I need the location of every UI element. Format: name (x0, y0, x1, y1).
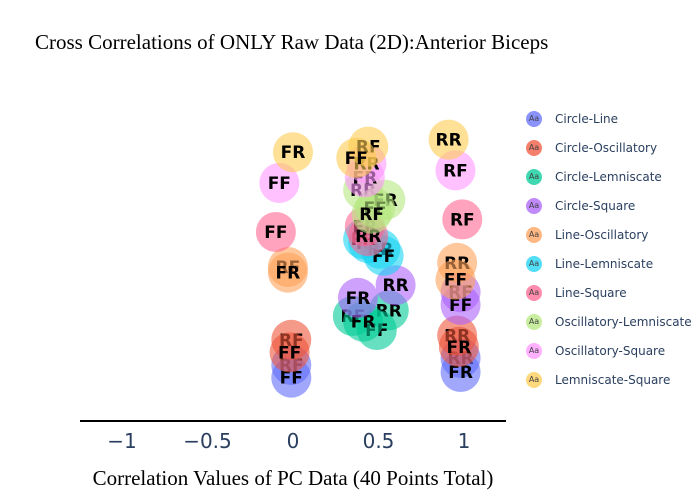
legend: Aa Circle-Line Aa Circle-Oscillatory Aa Circl… (526, 104, 692, 394)
legend-label: Circle-Oscillatory (555, 140, 658, 155)
x-tick-label: −1 (107, 429, 136, 453)
data-point-marker[interactable] (435, 150, 476, 191)
data-point-marker[interactable] (435, 259, 476, 300)
data-point-marker[interactable] (267, 252, 308, 293)
series-line-oscillatory: RFFRRRFF (267, 242, 478, 300)
legend-marker-icon: Aa (526, 313, 542, 330)
legend-marker-icon: Aa (526, 168, 542, 185)
data-point-marker[interactable] (259, 163, 300, 203)
legend-item[interactable]: Aa Line-Lemniscate (526, 249, 692, 278)
data-point-label: RF (443, 161, 468, 181)
legend-marker-icon: Aa (526, 255, 542, 272)
legend-item[interactable]: Aa Lemniscate-Square (526, 365, 692, 394)
legend-marker-icon: Aa (526, 139, 542, 156)
x-axis-title: Correlation Values of PC Data (40 Points… (93, 466, 494, 490)
legend-marker-icon: Aa (526, 284, 542, 301)
data-point-label: RF (359, 205, 384, 225)
data-point-label: FR (447, 338, 472, 358)
legend-marker-icon: Aa (526, 110, 542, 127)
x-tick-label: 0.5 (363, 429, 395, 453)
legend-marker-icon: Aa (526, 342, 542, 359)
data-point-label: FF (278, 343, 301, 363)
legend-item[interactable]: Aa Oscillatory-Lemniscate (526, 307, 692, 336)
data-points: RFFFRRFRRFFFRRFRRFRRFFFRRRFRRFFFRFFRRRFF… (255, 119, 483, 398)
legend-item[interactable]: Aa Circle-Lemniscate (526, 162, 692, 191)
data-point-marker[interactable] (269, 332, 310, 373)
legend-label: Line-Lemniscate (555, 256, 654, 271)
legend-item[interactable]: Aa Circle-Square (526, 191, 692, 220)
data-point-label: FF (444, 271, 467, 291)
data-point-marker[interactable] (428, 119, 469, 160)
data-point-label: FF (345, 149, 368, 169)
data-point-label: RF (450, 210, 475, 230)
legend-label: Oscillatory-Square (555, 343, 666, 358)
series-lemniscate-square: FR RF FF RR (273, 119, 469, 178)
data-point-label: FF (264, 223, 287, 243)
data-point-label: RR (383, 276, 409, 296)
series-circle-oscillatory: RFFFRRFR (269, 315, 479, 373)
data-point-marker[interactable] (255, 212, 296, 252)
legend-label: Line-Oscillatory (555, 227, 649, 242)
legend-label: Circle-Lemniscate (555, 169, 662, 184)
data-point-marker[interactable] (442, 199, 483, 240)
legend-label: Circle-Square (555, 198, 636, 213)
data-point-marker[interactable] (351, 193, 392, 234)
legend-marker-icon: Aa (526, 226, 542, 243)
data-point-label: FR (281, 143, 306, 163)
legend-item[interactable]: Aa Oscillatory-Square (526, 336, 692, 365)
data-point-label: FF (268, 174, 291, 194)
legend-marker-icon: Aa (526, 197, 542, 214)
x-tick-label: 0 (287, 429, 300, 453)
data-point-label: FF (449, 296, 472, 316)
data-point-label: RR (436, 131, 462, 151)
data-point-marker[interactable] (336, 137, 377, 178)
legend-label: Circle-Line (555, 111, 619, 126)
chart-title: Cross Correlations of ONLY Raw Data (2D)… (35, 30, 549, 54)
data-point-marker[interactable] (273, 132, 313, 173)
data-point-label: FR (346, 289, 371, 309)
legend-item[interactable]: Aa Circle-Oscillatory (526, 133, 692, 162)
data-point-label: FR (448, 363, 473, 383)
legend-item[interactable]: Aa Line-Oscillatory (526, 220, 692, 249)
legend-item[interactable]: Aa Line-Square (526, 278, 692, 307)
legend-label: Oscillatory-Lemniscate (555, 314, 692, 329)
data-point-label: FR (276, 264, 301, 284)
data-point-label: FF (280, 369, 303, 389)
legend-item[interactable]: Aa Circle-Line (526, 104, 692, 133)
x-axis-ticks: −1 −0.5 0 0.5 1 (107, 429, 470, 453)
data-point-marker[interactable] (337, 277, 378, 318)
x-tick-label: −0.5 (183, 429, 232, 453)
data-point-marker[interactable] (438, 326, 479, 367)
legend-label: Lemniscate-Square (555, 372, 671, 387)
x-tick-label: 1 (458, 429, 471, 453)
legend-marker-icon: Aa (526, 371, 542, 388)
legend-label: Line-Square (555, 285, 627, 300)
